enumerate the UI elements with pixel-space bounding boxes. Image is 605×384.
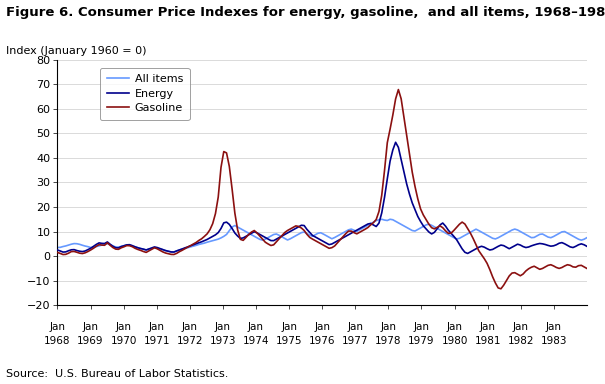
Gasoline xyxy=(387,127,394,132)
Text: 1973: 1973 xyxy=(210,336,236,346)
All items xyxy=(270,232,277,237)
Gasoline xyxy=(267,243,275,248)
Text: 1970: 1970 xyxy=(111,336,137,346)
Line: Gasoline: Gasoline xyxy=(57,89,587,289)
Line: Energy: Energy xyxy=(57,142,587,253)
Text: Jan: Jan xyxy=(546,322,562,332)
Gasoline xyxy=(497,286,505,291)
Energy xyxy=(392,140,399,145)
Text: 1982: 1982 xyxy=(508,336,534,346)
Text: Jan: Jan xyxy=(82,322,99,332)
All items xyxy=(322,233,330,238)
Gasoline xyxy=(117,245,125,250)
Text: Jan: Jan xyxy=(413,322,430,332)
Energy xyxy=(464,251,471,256)
All items xyxy=(392,219,399,223)
Gasoline xyxy=(394,87,402,92)
Gasoline xyxy=(583,266,590,271)
Energy xyxy=(356,226,363,231)
Text: 1969: 1969 xyxy=(77,336,104,346)
Text: Jan: Jan xyxy=(314,322,330,332)
Gasoline xyxy=(54,250,61,255)
Text: Jan: Jan xyxy=(381,322,396,332)
Text: Index (January 1960 = 0): Index (January 1960 = 0) xyxy=(6,46,146,56)
Text: 1981: 1981 xyxy=(474,336,501,346)
Text: 1978: 1978 xyxy=(375,336,402,346)
Energy xyxy=(320,239,327,244)
Text: 1983: 1983 xyxy=(540,336,567,346)
Energy xyxy=(387,159,394,164)
Gasoline xyxy=(356,230,363,235)
Legend: All items, Energy, Gasoline: All items, Energy, Gasoline xyxy=(100,68,189,120)
Energy xyxy=(583,244,590,248)
All items xyxy=(54,245,61,250)
Text: 1968: 1968 xyxy=(44,336,71,346)
Text: Jan: Jan xyxy=(149,322,165,332)
All items xyxy=(117,244,125,249)
Text: 1976: 1976 xyxy=(309,336,335,346)
Text: Jan: Jan xyxy=(182,322,198,332)
Text: 1975: 1975 xyxy=(276,336,302,346)
Text: 1972: 1972 xyxy=(177,336,203,346)
Text: Jan: Jan xyxy=(446,322,462,332)
Text: Jan: Jan xyxy=(215,322,231,332)
Text: 1977: 1977 xyxy=(342,336,368,346)
Text: 1979: 1979 xyxy=(408,336,434,346)
All items xyxy=(583,235,590,240)
Energy xyxy=(273,237,280,242)
Text: 1971: 1971 xyxy=(143,336,170,346)
Text: Jan: Jan xyxy=(248,322,264,332)
Gasoline xyxy=(273,240,280,244)
Line: All items: All items xyxy=(57,219,587,252)
Text: Jan: Jan xyxy=(281,322,297,332)
Text: 1974: 1974 xyxy=(243,336,269,346)
Text: Jan: Jan xyxy=(50,322,65,332)
All items xyxy=(170,250,177,254)
All items xyxy=(359,226,366,231)
Text: Jan: Jan xyxy=(116,322,132,332)
Energy xyxy=(117,244,125,249)
Text: 1980: 1980 xyxy=(441,336,468,346)
Text: Jan: Jan xyxy=(512,322,529,332)
Text: Figure 6. Consumer Price Indexes for energy, gasoline,  and all items, 1968–1983: Figure 6. Consumer Price Indexes for ene… xyxy=(6,6,605,19)
Energy xyxy=(267,238,275,243)
Text: Jan: Jan xyxy=(347,322,363,332)
Gasoline xyxy=(320,243,327,248)
Text: Source:  U.S. Bureau of Labor Statistics.: Source: U.S. Bureau of Labor Statistics. xyxy=(6,369,229,379)
Energy xyxy=(54,248,61,252)
All items xyxy=(378,217,385,222)
Text: Jan: Jan xyxy=(480,322,495,332)
All items xyxy=(275,233,283,238)
